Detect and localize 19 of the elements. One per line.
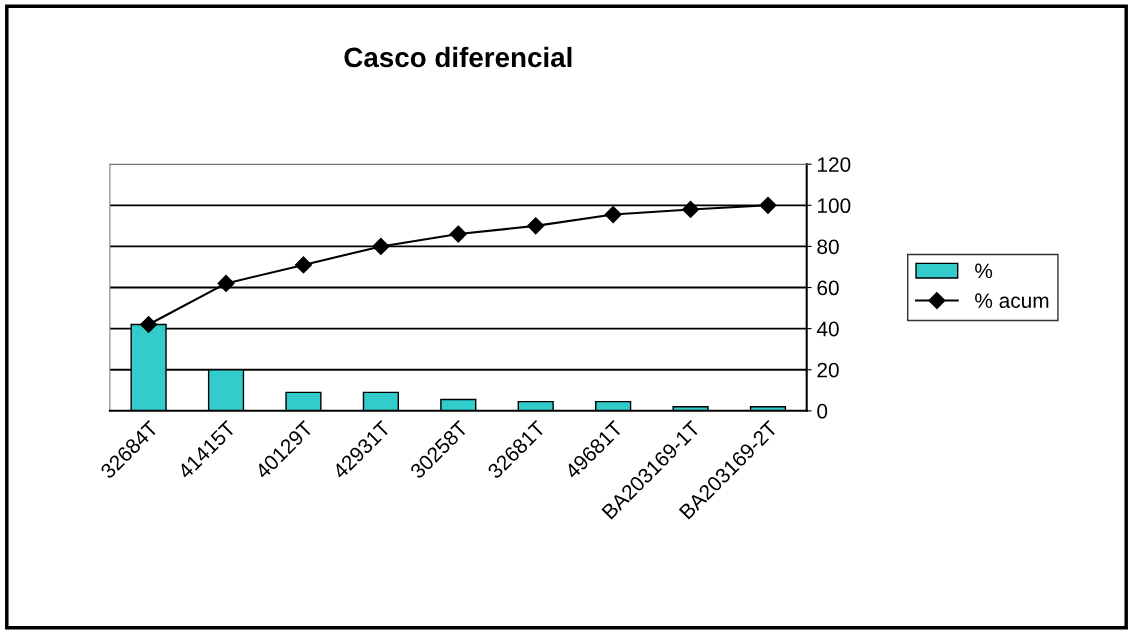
- y-tick-label: 40: [816, 321, 839, 337]
- y-tick-label: 80: [817, 239, 839, 255]
- point: [140, 315, 158, 334]
- point: [759, 196, 777, 214]
- point: [294, 256, 313, 274]
- point: [604, 206, 622, 224]
- legend-label: %: [975, 263, 993, 279]
- y-tick-label: 60: [817, 280, 839, 296]
- point: [682, 200, 700, 218]
- y-tick-label: 100: [818, 198, 851, 214]
- y-tick-label: 20: [817, 362, 839, 378]
- y-tick-label: 0: [817, 403, 828, 419]
- point: [527, 217, 545, 235]
- y-tick-label: 120: [818, 157, 851, 172]
- point: [217, 274, 235, 292]
- chart-title: Casco diferencial: [344, 46, 572, 68]
- point: [449, 225, 467, 243]
- point: [372, 237, 390, 255]
- legend-label: % acum: [975, 293, 1049, 309]
